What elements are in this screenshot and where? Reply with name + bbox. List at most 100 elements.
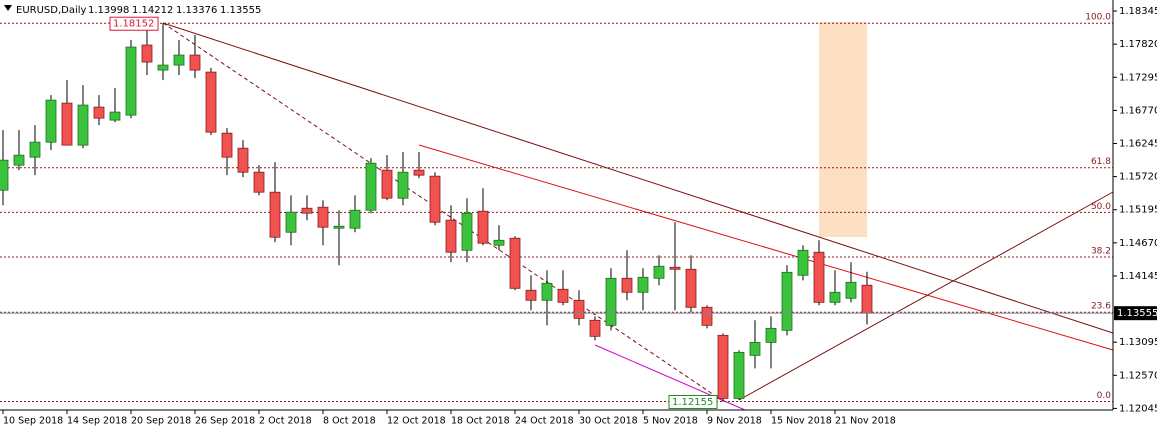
candle-down (621, 277, 633, 293)
trend-line (738, 191, 1114, 401)
candle-up (285, 211, 297, 233)
price-badge (1114, 306, 1157, 321)
x-tick-label: 20 Sep 2018 (131, 416, 191, 427)
fibo-label: 50.0 (1091, 202, 1111, 212)
candle-down (205, 71, 217, 133)
low-value: 1.13376 (176, 5, 217, 16)
x-tick-label: 21 Nov 2018 (835, 416, 896, 427)
trend-line (162, 22, 1114, 334)
fibo-label: 61.8 (1091, 157, 1111, 167)
candle-up (605, 277, 617, 326)
y-tick-label: 1.18345 (1119, 6, 1157, 17)
candle-down (477, 210, 489, 244)
candle-up (765, 327, 777, 343)
low-label: 1.12155 (672, 397, 713, 408)
candle-up (0, 159, 9, 191)
header: EURUSD,Daily 1.13998 1.14212 1.13376 1.13555 (16, 5, 261, 16)
y-tick-label: 1.14670 (1119, 238, 1157, 249)
candle-down (445, 219, 457, 253)
candle-down (61, 102, 73, 146)
y-tick-label: 1.12045 (1119, 403, 1157, 414)
x-tick-label: 15 Nov 2018 (771, 416, 832, 427)
fibo-label: 0.0 (1097, 391, 1112, 401)
y-tick-label: 1.16245 (1119, 139, 1157, 150)
candle-down (317, 206, 329, 228)
candle-down (93, 106, 105, 119)
candle-down (685, 268, 697, 308)
candle-up (29, 141, 41, 158)
high-value: 1.14212 (132, 5, 173, 16)
candle-up (157, 64, 169, 71)
candle-down (813, 251, 825, 303)
candle-up (333, 225, 345, 229)
candle-up (109, 111, 121, 121)
x-tick-label: 2 Oct 2018 (259, 416, 312, 427)
candle-down (525, 289, 537, 301)
candle-up (349, 209, 361, 229)
y-tick-label: 1.12570 (1119, 370, 1157, 381)
candle-up (365, 162, 377, 211)
fibo-label: 38.2 (1091, 246, 1111, 256)
y-tick-label: 1.15720 (1119, 172, 1157, 183)
candle-up (493, 239, 505, 246)
candle-down (221, 132, 233, 158)
x-tick-label: 24 Oct 2018 (515, 416, 574, 427)
x-tick-label: 30 Oct 2018 (579, 416, 638, 427)
x-tick-label: 26 Sep 2018 (195, 416, 255, 427)
candle-down (573, 299, 585, 319)
candle-up (829, 291, 841, 303)
x-tick-label: 14 Sep 2018 (67, 416, 127, 427)
candle-up (397, 171, 409, 199)
y-tick-label: 1.17295 (1119, 72, 1157, 83)
fibo-label: 100.0 (1085, 13, 1111, 23)
y-tick-label: 1.16770 (1119, 105, 1157, 116)
candle-down (509, 237, 521, 289)
x-tick-label: 12 Oct 2018 (387, 416, 446, 427)
candle-up (173, 54, 185, 66)
candle-down (301, 207, 313, 214)
candle-up (749, 341, 761, 356)
x-tick-label: 10 Sep 2018 (3, 416, 63, 427)
y-tick-label: 1.14145 (1119, 271, 1157, 282)
target-zone (819, 22, 867, 237)
candle-down (141, 44, 153, 63)
candle-down (701, 306, 713, 326)
x-tick-label: 5 Nov 2018 (643, 416, 698, 427)
high-label: 1.18152 (113, 19, 154, 30)
candle-up (637, 276, 649, 293)
candle-up (461, 212, 473, 251)
candle-up (797, 249, 809, 276)
candle-down (557, 288, 569, 303)
candle-up (733, 351, 745, 399)
fibo-base-line (162, 22, 724, 402)
y-tick-label: 1.17820 (1119, 39, 1157, 50)
candle-down (253, 171, 265, 193)
trend-line (418, 144, 1114, 351)
candle-down (717, 334, 729, 399)
symbol: EURUSD,Daily (16, 5, 87, 16)
y-tick-label: 1.13095 (1119, 337, 1157, 348)
candle-down (429, 175, 441, 223)
trend-line (594, 344, 746, 411)
x-tick-label: 9 Nov 2018 (707, 416, 762, 427)
candle-down (381, 169, 393, 199)
x-tick-label: 18 Oct 2018 (451, 416, 510, 427)
menu-icon (4, 5, 12, 11)
candle-down (269, 191, 281, 238)
candle-down (189, 54, 201, 71)
plot (0, 22, 1113, 402)
candle-down (237, 147, 249, 173)
candle-up (781, 271, 793, 331)
candle-up (77, 104, 89, 146)
fibo-label: 23.6 (1091, 302, 1111, 312)
candle-up (541, 282, 553, 301)
low-badge (668, 394, 718, 409)
close-value: 1.13555 (220, 5, 261, 16)
candle-up (13, 154, 25, 166)
y-tick-label: 1.15195 (1119, 205, 1157, 216)
open-value: 1.13998 (88, 5, 129, 16)
candle-down (669, 266, 681, 270)
